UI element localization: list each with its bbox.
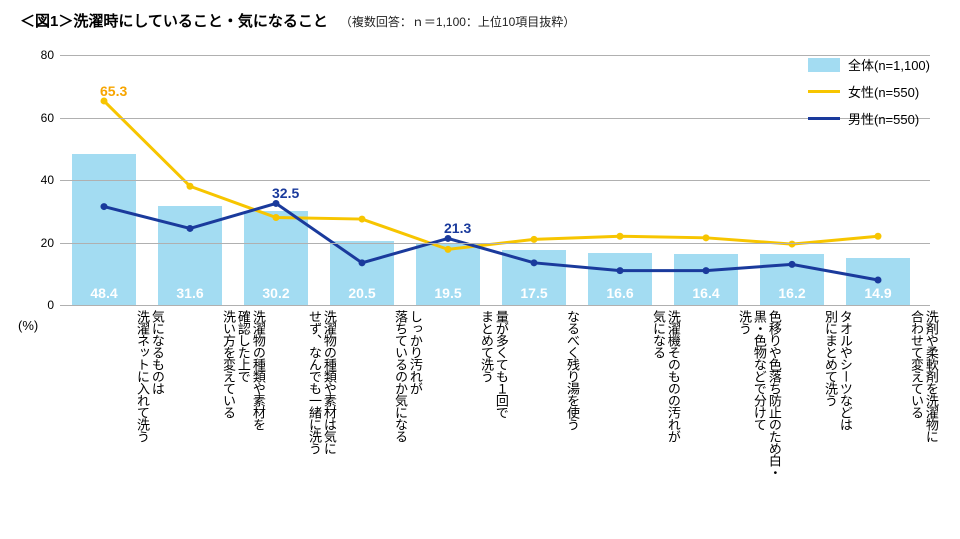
gridline <box>60 180 930 181</box>
female-line-marker <box>187 183 194 190</box>
category-label: 量が多くても１回で まとめて洗う <box>478 310 508 418</box>
male-line-marker <box>789 261 796 268</box>
legend-swatch <box>808 90 840 93</box>
legend-item: 男性(n=550) <box>808 109 930 128</box>
female-line-marker <box>617 233 624 240</box>
legend: 全体(n=1,100) 女性(n=550) 男性(n=550) <box>808 55 930 136</box>
y-tick-label: 80 <box>41 48 54 62</box>
female-line <box>104 101 878 249</box>
chart-subtitle: （複数回答：ｎ＝1,100：上位10項目抜粋） <box>340 13 575 30</box>
female-line-marker <box>273 214 280 221</box>
chart-plot-area: 020406080 48.431.630.220.519.517.516.616… <box>60 55 930 305</box>
line-annotation: 21.3 <box>444 220 471 236</box>
line-annotation: 32.5 <box>272 185 299 201</box>
category-label: 色移りや色落ち防止のため白・ 黒・色物などで分けて 洗う <box>736 310 781 478</box>
line-annotation: 65.3 <box>100 83 127 99</box>
male-line-marker <box>875 277 882 284</box>
y-tick-label: 20 <box>41 236 54 250</box>
category-label: 洗濯機そのものの汚れが 気になる <box>650 310 680 442</box>
female-line-marker <box>703 234 710 241</box>
chart-title: ＜図1＞洗濯時にしていること・気になること <box>20 10 328 31</box>
male-line-marker <box>359 259 366 266</box>
category-label: なるべく残り湯を使う <box>564 310 579 430</box>
category-label: しっかり汚れが 落ちているのか気になる <box>392 310 422 442</box>
legend-swatch <box>808 117 840 120</box>
male-line-marker <box>187 225 194 232</box>
legend-label: 女性(n=550) <box>848 82 919 101</box>
y-axis: 020406080 <box>20 55 60 305</box>
category-label: 洗濯物の種類や素材は気に せず、なんでも一緒に洗う <box>306 310 336 454</box>
y-tick-label: 60 <box>41 111 54 125</box>
gridline <box>60 118 930 119</box>
male-line-marker <box>531 259 538 266</box>
gridline <box>60 305 930 306</box>
male-line-marker <box>101 203 108 210</box>
legend-item: 女性(n=550) <box>808 82 930 101</box>
legend-label: 全体(n=1,100) <box>848 55 930 74</box>
gridline <box>60 55 930 56</box>
male-line-marker <box>703 267 710 274</box>
category-label: 洗濯物の種類や素材を 確認した上で 洗い方を変えている <box>220 310 265 430</box>
y-tick-label: 40 <box>41 173 54 187</box>
legend-label: 男性(n=550) <box>848 109 919 128</box>
category-label: タオルやシーツなどは 別にまとめて洗う <box>822 310 852 430</box>
female-line-marker <box>875 233 882 240</box>
legend-item: 全体(n=1,100) <box>808 55 930 74</box>
category-label: 洗剤や柔軟剤を洗濯物に 合わせて変えている <box>908 310 938 442</box>
y-axis-unit: (%) <box>18 318 38 333</box>
legend-swatch <box>808 58 840 72</box>
category-label: 気になるものは 洗濯ネットに入れて洗う <box>134 310 164 442</box>
gridline <box>60 243 930 244</box>
female-line-marker <box>359 216 366 223</box>
y-tick-label: 0 <box>47 298 54 312</box>
male-line-marker <box>617 267 624 274</box>
female-line-marker <box>445 246 452 253</box>
